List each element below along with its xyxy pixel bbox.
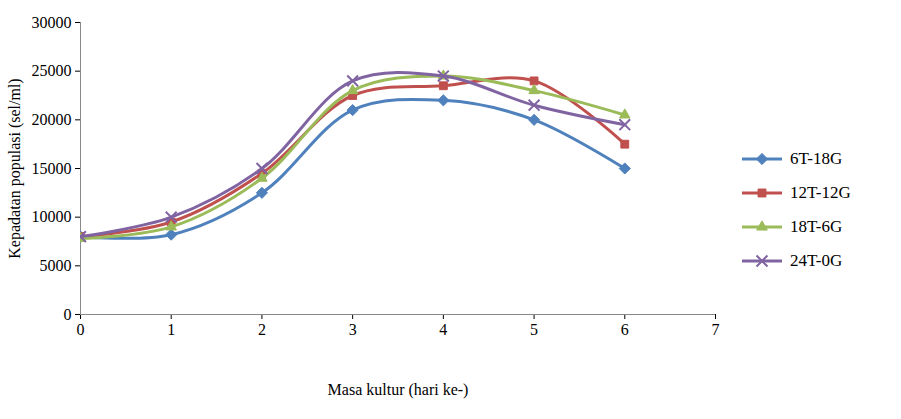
svg-text:15000: 15000 xyxy=(32,160,72,177)
svg-text:7: 7 xyxy=(712,321,720,338)
svg-text:2: 2 xyxy=(258,321,266,338)
svg-text:Kepadatan populasi (sel/ml): Kepadatan populasi (sel/ml) xyxy=(6,78,24,258)
html-text:6T-18G: 6T-18G xyxy=(790,148,843,168)
svg-text:25000: 25000 xyxy=(32,62,72,79)
svg-text:30000: 30000 xyxy=(32,14,72,31)
svg-text:0: 0 xyxy=(64,306,72,323)
svg-text:6: 6 xyxy=(621,321,629,338)
html-text:18T-6G: 18T-6G xyxy=(790,216,843,236)
svg-text:0: 0 xyxy=(77,321,85,338)
svg-text:1: 1 xyxy=(167,321,175,338)
svg-text:5000: 5000 xyxy=(40,257,72,274)
html-text:12T-12G: 12T-12G xyxy=(790,182,851,202)
svg-text:3: 3 xyxy=(349,321,357,338)
svg-text:5: 5 xyxy=(530,321,538,338)
svg-text:Masa kultur (hari ke-): Masa kultur (hari ke-) xyxy=(328,381,469,399)
svg-text:4: 4 xyxy=(439,321,447,338)
html-text:24T-0G: 24T-0G xyxy=(790,250,843,270)
svg-text:20000: 20000 xyxy=(32,111,72,128)
svg-text:10000: 10000 xyxy=(32,208,72,225)
